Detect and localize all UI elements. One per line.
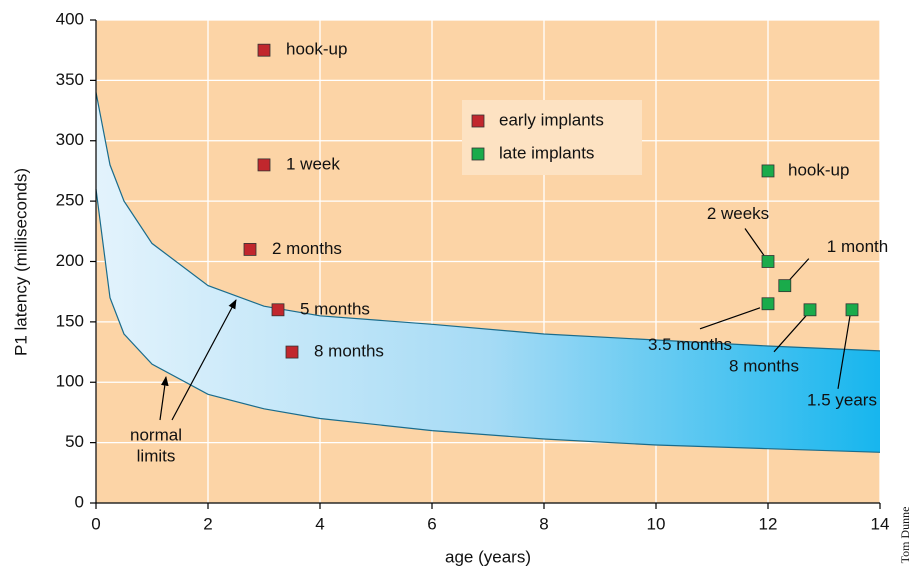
legend-label: early implants <box>499 110 604 129</box>
credit: Tom Dunne <box>898 507 912 564</box>
x-tick-label: 0 <box>91 514 100 533</box>
point <box>243 243 257 256</box>
point-label: 5 months <box>300 299 370 318</box>
point <box>761 255 775 268</box>
point <box>761 297 775 311</box>
point-label: 3.5 months <box>648 335 732 354</box>
point <box>257 158 271 172</box>
point-label: 8 months <box>729 356 799 375</box>
point-label: 2 weeks <box>707 204 769 223</box>
x-tick-label: 4 <box>315 514 324 533</box>
normal-band <box>96 92 880 453</box>
x-axis-label: age (years) <box>445 547 531 566</box>
y-tick-label: 400 <box>56 9 84 28</box>
leader-line <box>699 307 761 330</box>
y-tick-label: 0 <box>75 492 84 511</box>
x-tick-label: 2 <box>203 514 212 533</box>
y-tick-label: 350 <box>56 70 84 89</box>
annotation-arrow <box>171 299 237 421</box>
band-label: limits <box>137 446 176 465</box>
point <box>285 345 299 359</box>
y-tick-label: 200 <box>56 251 84 270</box>
point <box>271 303 285 317</box>
x-tick-label: 6 <box>427 514 436 533</box>
point <box>803 303 817 317</box>
point <box>845 303 859 317</box>
point-label: 2 months <box>272 239 342 258</box>
legend <box>462 100 642 175</box>
point <box>778 279 792 293</box>
point <box>257 43 271 57</box>
x-tick-label: 8 <box>539 514 548 533</box>
point-label: hook-up <box>286 40 347 59</box>
point-label: hook-up <box>788 160 849 179</box>
y-tick-label: 250 <box>56 191 84 210</box>
y-tick-label: 150 <box>56 311 84 330</box>
legend-swatch <box>471 114 485 128</box>
band-label: normal <box>130 425 182 444</box>
leader-line <box>789 258 810 281</box>
band-lower <box>95 189 881 453</box>
leader-line <box>837 315 851 389</box>
y-axis-label: P1 latency (milliseconds) <box>11 168 30 356</box>
point-label: 8 months <box>314 342 384 361</box>
y-tick-label: 300 <box>56 130 84 149</box>
annotation-arrow <box>159 376 169 421</box>
leader-line <box>744 228 765 256</box>
legend-swatch <box>471 147 485 161</box>
legend-label: late implants <box>499 143 594 162</box>
x-tick-label: 12 <box>759 514 778 533</box>
x-tick-label: 14 <box>871 514 890 533</box>
band-upper <box>95 92 881 352</box>
y-tick-label: 100 <box>56 372 84 391</box>
x-tick-label: 10 <box>647 514 666 533</box>
point-label: 1 month <box>827 237 888 256</box>
y-tick-label: 50 <box>65 432 84 451</box>
leader-line <box>773 315 807 353</box>
point-label: 1 week <box>286 154 340 173</box>
point <box>761 164 775 178</box>
point-label: 1.5 years <box>807 390 877 409</box>
